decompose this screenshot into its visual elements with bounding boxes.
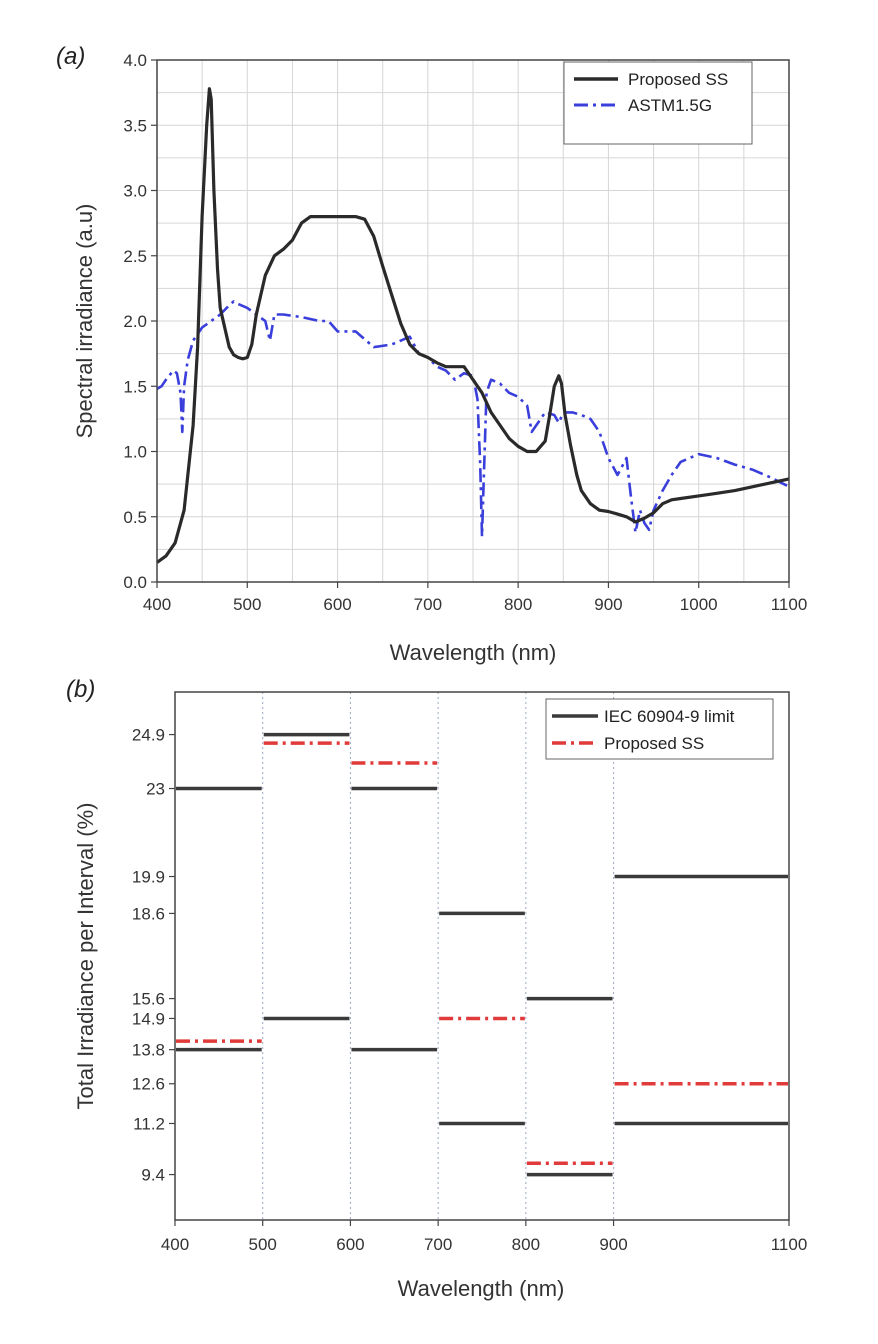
x-tick-label: 600 <box>336 1235 364 1254</box>
panel-b-y-axis-label: Total Irradiance per Interval (%) <box>73 803 98 1110</box>
y-tick-label: 13.8 <box>132 1041 165 1060</box>
panel-b-grid <box>262 692 615 1220</box>
y-tick-label: 2.0 <box>123 312 147 331</box>
legend-label-astm: ASTM1.5G <box>628 96 712 115</box>
panel-a-x-axis-label: Wavelength (nm) <box>390 640 557 665</box>
x-tick-label: 500 <box>249 1235 277 1254</box>
x-tick-label: 700 <box>424 1235 452 1254</box>
y-tick-label: 4.0 <box>123 51 147 70</box>
y-tick-label: 15.6 <box>132 990 165 1009</box>
x-tick-label: 400 <box>143 595 171 614</box>
legend-label-proposed-ss-b: Proposed SS <box>604 734 704 753</box>
y-tick-label: 2.5 <box>123 247 147 266</box>
y-tick-label: 1.5 <box>123 377 147 396</box>
panel-b-label: (b) <box>66 676 95 703</box>
x-tick-label: 700 <box>414 595 442 614</box>
y-tick-label: 0.5 <box>123 508 147 527</box>
series-line-proposed-ss <box>156 87 790 564</box>
y-tick-label: 19.9 <box>132 868 165 887</box>
panel-b-interval-marks <box>176 732 788 1177</box>
panel-b-legend: IEC 60904-9 limit Proposed SS <box>545 698 774 760</box>
y-tick-label: 3.0 <box>123 182 147 201</box>
x-tick-label: 800 <box>504 595 532 614</box>
x-tick-label: 400 <box>161 1235 189 1254</box>
x-tick-label: 1100 <box>771 1235 808 1254</box>
panel-a-y-ticks: 0.0 0.5 1.0 1.5 2.0 2.5 3.0 3.5 4.0 <box>123 51 157 592</box>
panel-a-label: (a) <box>56 43 85 70</box>
x-tick-label: 1100 <box>771 595 808 614</box>
panel-a-legend: Proposed SS ASTM1.5G <box>563 61 753 145</box>
x-tick-label: 800 <box>512 1235 540 1254</box>
y-tick-label: 0.0 <box>123 573 147 592</box>
y-tick-label: 12.6 <box>132 1075 165 1094</box>
panel-b-y-ticks: 9.4 11.2 12.6 13.8 14.915.6 18.6 19.9 23 24.9 <box>132 726 175 1185</box>
y-tick-label: 23 <box>146 780 165 799</box>
panel-b-x-ticks: 400 500 600 700 800 900 1100 <box>161 1220 807 1254</box>
x-tick-label: 900 <box>599 1235 627 1254</box>
y-tick-label: 9.4 <box>141 1166 165 1185</box>
x-tick-label: 1000 <box>680 595 718 614</box>
panel-a-y-axis-label: Spectral irradiance (a.u) <box>72 204 97 439</box>
y-tick-label: 11.2 <box>133 1114 165 1133</box>
panel-a-grid <box>156 59 790 583</box>
panel-a-series <box>156 87 790 564</box>
y-tick-label: 18.6 <box>132 904 165 923</box>
panel-a-spectral-irradiance: (a) 400 500 600 700 800 900 1000 1100 0.0 0.5 1.0… <box>56 43 807 665</box>
y-tick-label: 1.0 <box>123 443 147 462</box>
panel-b-plot-frame <box>174 691 790 1221</box>
x-tick-label: 500 <box>233 595 261 614</box>
panel-b-legend-box <box>545 698 774 760</box>
panel-b-x-axis-label: Wavelength (nm) <box>398 1276 565 1301</box>
legend-label-iec-limit: IEC 60904-9 limit <box>604 707 735 726</box>
y-tick-label: 24.9 <box>132 726 165 745</box>
y-tick-label: 14.9 <box>132 1009 165 1028</box>
x-tick-label: 600 <box>323 595 351 614</box>
y-tick-label: 3.5 <box>123 116 147 135</box>
panel-a-legend-box <box>563 61 753 145</box>
x-tick-label: 900 <box>594 595 622 614</box>
panel-a-x-ticks: 400 500 600 700 800 900 1000 1100 <box>143 582 807 614</box>
legend-label-proposed-ss: Proposed SS <box>628 70 728 89</box>
series-line-astm <box>156 300 790 538</box>
panel-b-total-irradiance: (b) 400 500 600 700 800 900 1100 9.4 11.2 12.6 13… <box>66 676 807 1301</box>
